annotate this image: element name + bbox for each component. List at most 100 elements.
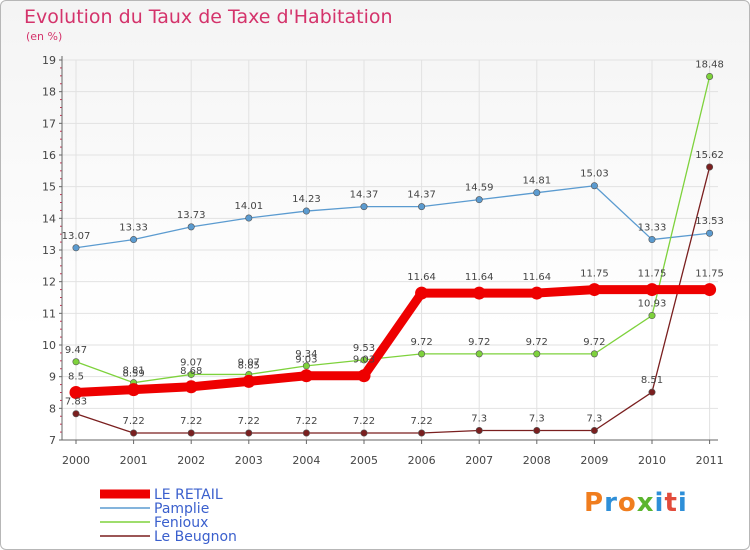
data-label: 15.03: [580, 169, 609, 180]
legend-label: LE RETAIL: [154, 487, 223, 503]
data-point: [533, 189, 541, 197]
y-tick-label: 7: [49, 434, 56, 447]
series-group: [69, 72, 717, 437]
data-point: [533, 350, 541, 358]
data-label: 9.03: [295, 355, 317, 366]
data-label: 9.72: [583, 337, 605, 348]
data-point: [302, 362, 310, 370]
x-tick-label: 2005: [350, 454, 378, 467]
data-label: 9.47: [65, 345, 87, 356]
data-label: 8.81: [122, 366, 144, 377]
data-label: 7.3: [471, 414, 487, 425]
data-point: [72, 358, 80, 366]
data-label: 8.59: [122, 369, 144, 380]
x-tick-label: 2008: [523, 454, 551, 467]
data-point: [648, 236, 656, 244]
data-point: [72, 410, 80, 418]
data-label: 9.72: [410, 337, 432, 348]
logo-letter: o: [617, 488, 637, 518]
data-label: 8.51: [641, 375, 663, 386]
data-point: [184, 380, 198, 394]
series-line-pamplie: [75, 185, 711, 249]
data-label: 8.85: [238, 360, 260, 371]
chart-subtitle: (en %): [26, 30, 63, 43]
data-label: 7.22: [180, 416, 202, 427]
data-point: [648, 312, 656, 320]
data-label: 14.81: [522, 176, 551, 187]
y-tick-label: 16: [42, 149, 56, 162]
y-tick-label: 9: [49, 371, 56, 384]
data-label: 9.07: [238, 357, 260, 368]
data-label: 8.5: [68, 372, 84, 383]
data-label: 11.64: [465, 272, 494, 283]
data-point: [475, 196, 483, 204]
logo-letter: i: [677, 488, 688, 518]
data-point: [475, 350, 483, 358]
y-tick-label: 10: [42, 339, 56, 352]
data-point: [472, 286, 486, 300]
data-point: [245, 214, 253, 222]
data-label: 7.3: [586, 414, 602, 425]
data-point: [706, 72, 714, 80]
x-tick-label: 2009: [580, 454, 608, 467]
data-point: [648, 388, 656, 396]
x-tick-label: 2000: [62, 454, 90, 467]
data-point: [130, 236, 138, 244]
x-tick-label: 2006: [408, 454, 436, 467]
data-label: 11.75: [695, 269, 724, 280]
data-label: 14.23: [292, 194, 321, 205]
data-label: 13.73: [177, 210, 206, 221]
data-point: [299, 369, 313, 383]
data-point: [130, 429, 138, 437]
y-tick-label: 18: [42, 86, 56, 99]
y-tick-label: 14: [42, 212, 56, 225]
data-point: [590, 182, 598, 190]
data-point: [530, 286, 544, 300]
data-label: 14.37: [407, 190, 436, 201]
y-tick-label: 15: [42, 181, 56, 194]
data-labels: 8.5 8.59 8.68 8.85 9.03 9.03 11.64 11.64 11.64 11…: [62, 59, 724, 427]
data-label: 13.07: [62, 231, 91, 242]
data-label: 7.22: [238, 416, 260, 427]
data-label: 7.22: [410, 416, 432, 427]
legend-label: Le Beugnon: [154, 529, 237, 545]
data-label: 11.64: [407, 272, 436, 283]
data-point: [415, 286, 429, 300]
data-point: [245, 429, 253, 437]
y-tick-label: 17: [42, 117, 56, 130]
data-point: [703, 283, 717, 297]
y-tick-label: 19: [42, 54, 56, 67]
data-point: [645, 283, 659, 297]
data-label: 9.72: [468, 337, 490, 348]
legend-label: Fenioux: [154, 515, 208, 531]
data-label: 11.64: [522, 272, 551, 283]
data-label: 7.22: [295, 416, 317, 427]
data-point: [357, 369, 371, 383]
data-label: 13.33: [638, 223, 667, 234]
x-tick-label: 2001: [120, 454, 148, 467]
data-point: [360, 356, 368, 364]
data-label: 13.53: [695, 216, 724, 227]
logo-letter: i: [654, 488, 665, 518]
data-label: 15.62: [695, 150, 724, 161]
data-label: 11.75: [638, 269, 667, 280]
data-point: [187, 429, 195, 437]
logo-letter: P: [584, 488, 605, 518]
data-label: 10.93: [638, 299, 667, 310]
y-tick-label: 12: [42, 276, 56, 289]
data-point: [475, 426, 483, 434]
x-tick-label: 2011: [696, 454, 724, 467]
data-label: 9.03: [353, 355, 375, 366]
data-point: [69, 386, 83, 399]
data-point: [302, 429, 310, 437]
data-point: [590, 426, 598, 434]
data-label: 7.83: [65, 397, 87, 408]
data-label: 9.72: [526, 337, 548, 348]
data-point: [587, 283, 601, 297]
data-point: [242, 374, 256, 388]
data-point: [418, 350, 426, 358]
data-point: [360, 203, 368, 211]
data-point: [302, 207, 310, 215]
proxiti-logo: Proxiti: [584, 488, 688, 518]
x-tick-label: 2002: [177, 454, 205, 467]
